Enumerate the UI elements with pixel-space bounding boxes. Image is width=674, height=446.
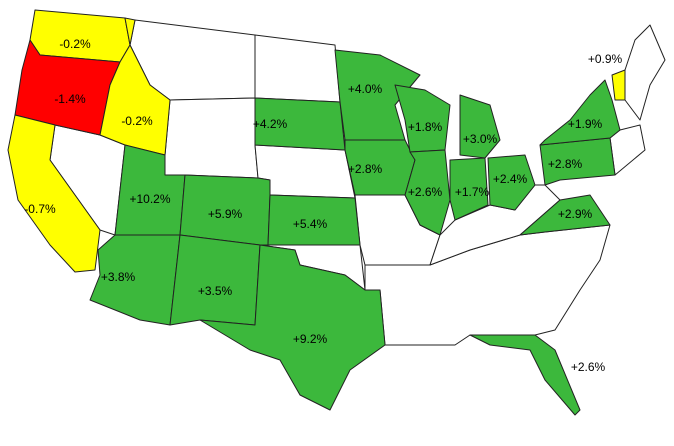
state-label: -0.2% xyxy=(121,114,153,128)
state xyxy=(624,24,666,121)
state-label: +3.5% xyxy=(198,284,233,298)
state-label: +2.8% xyxy=(348,162,383,176)
state-label: +3.0% xyxy=(463,132,498,146)
state-label: +1.8% xyxy=(408,120,443,134)
state-label: -0.7% xyxy=(24,202,56,216)
state-label: +5.9% xyxy=(208,207,243,221)
colored-states xyxy=(7,9,626,416)
state-label: +4.2% xyxy=(253,117,288,131)
state xyxy=(267,194,361,246)
state-label: +2.9% xyxy=(558,207,593,221)
state xyxy=(404,149,451,236)
state-label: +2.6% xyxy=(571,360,606,374)
state-label: +3.8% xyxy=(101,270,136,284)
state xyxy=(469,334,581,416)
state-label: +1.7% xyxy=(455,185,490,199)
state xyxy=(7,114,101,273)
state-label: -0.2% xyxy=(59,37,91,51)
state-label: +9.2% xyxy=(293,332,328,346)
state xyxy=(29,9,131,63)
state xyxy=(611,69,626,101)
state xyxy=(539,79,621,146)
state xyxy=(519,194,611,236)
state xyxy=(164,97,259,179)
state xyxy=(449,157,489,221)
state xyxy=(199,244,386,411)
state-labels: -0.2% -1.4% -0.2% -0.7% +10.2% +5.9% +3.8% +3.5… xyxy=(24,37,622,374)
state-label: +0.9% xyxy=(588,52,623,66)
state-label: +2.8% xyxy=(548,157,583,171)
state-label: +2.6% xyxy=(408,185,443,199)
state xyxy=(459,94,501,159)
state-label: +5.4% xyxy=(293,217,328,231)
state xyxy=(487,154,536,211)
state-label: -1.4% xyxy=(54,92,86,106)
state-label: +4.0% xyxy=(348,82,383,96)
state-label: +2.4% xyxy=(493,172,528,186)
state-label: +10.2% xyxy=(129,192,170,206)
state xyxy=(334,49,421,141)
state-label: +1.9% xyxy=(568,117,603,131)
state xyxy=(169,234,261,326)
state xyxy=(254,34,341,103)
